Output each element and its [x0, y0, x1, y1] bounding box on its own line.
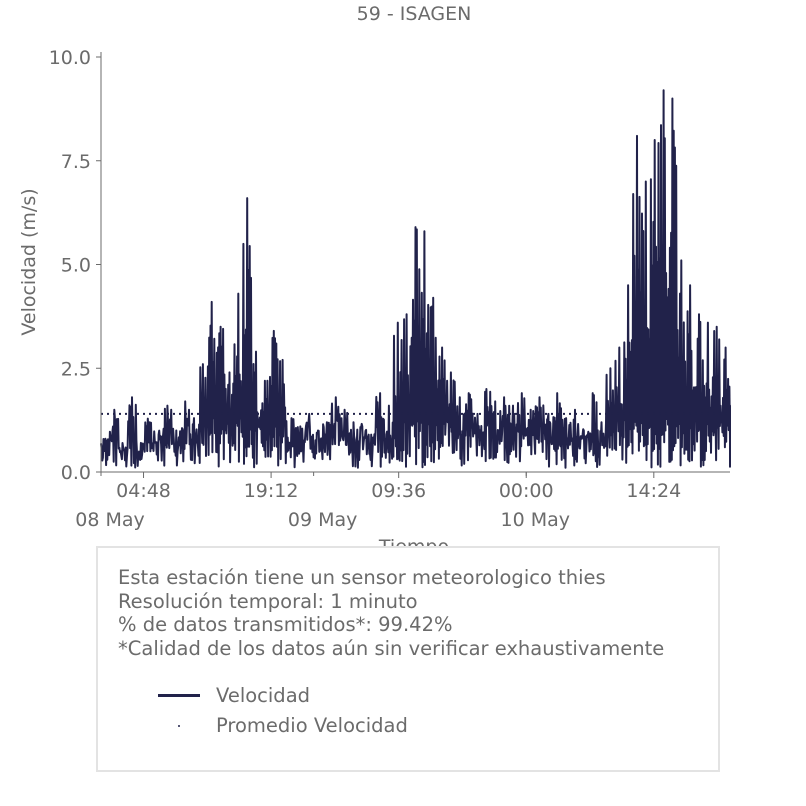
legend-dot-swatch: [156, 715, 202, 735]
y-axis: 0.0 2.5 5.0 7.5 10.0: [49, 47, 101, 484]
series-velocidad-line: [100, 89, 731, 469]
legend-label-promedio: Promedio Velocidad: [216, 713, 408, 737]
plot-area: [100, 89, 731, 469]
x-tick-label: 04:48: [116, 480, 171, 502]
legend-line-swatch: [156, 685, 202, 705]
info-line-sensor: Esta estación tiene un sensor meteorolog…: [118, 566, 606, 589]
y-tick-label: 10.0: [49, 47, 91, 69]
x-tick-label: 00:00: [499, 480, 554, 502]
x-tick-label: 19:12: [244, 480, 299, 502]
info-line-resolution: Resolución temporal: 1 minuto: [118, 589, 418, 613]
x-tick-label: 09:36: [371, 480, 426, 502]
station-info: Esta estación tiene un sensor meteorolog…: [118, 566, 664, 660]
x-axis: 04:48 19:12 09:36 00:00 14:24 08 May 09 May 10 …: [75, 472, 681, 531]
x-day-label: 10 May: [500, 509, 570, 531]
info-panel: Esta estación tiene un sensor meteorolog…: [96, 546, 720, 772]
legend: Velocidad Promedio Velocidad: [156, 680, 408, 740]
y-axis-label: Velocidad (m/s): [18, 188, 40, 335]
x-day-label: 09 May: [288, 509, 358, 531]
chart-title: 59 - ISAGEN: [357, 3, 472, 25]
y-tick-label: 7.5: [61, 151, 91, 173]
legend-item-promedio: Promedio Velocidad: [156, 710, 408, 740]
info-line-transmitted: % de datos transmitidos*: 99.42%: [118, 613, 453, 636]
legend-item-velocidad: Velocidad: [156, 680, 408, 710]
y-tick-label: 2.5: [61, 358, 91, 380]
legend-label-velocidad: Velocidad: [216, 683, 311, 707]
x-axis-label: Tiempo: [378, 536, 449, 546]
y-tick-label: 5.0: [61, 255, 91, 277]
x-tick-label: 14:24: [626, 480, 681, 502]
y-tick-label: 0.0: [61, 462, 91, 484]
info-line-quality: *Calidad de los datos aún sin verificar …: [118, 636, 665, 660]
velocidad-chart: 59 - ISAGEN Velocidad (m/s) Tiempo 0.0 2.…: [18, 3, 731, 546]
x-day-label: 08 May: [75, 509, 145, 531]
